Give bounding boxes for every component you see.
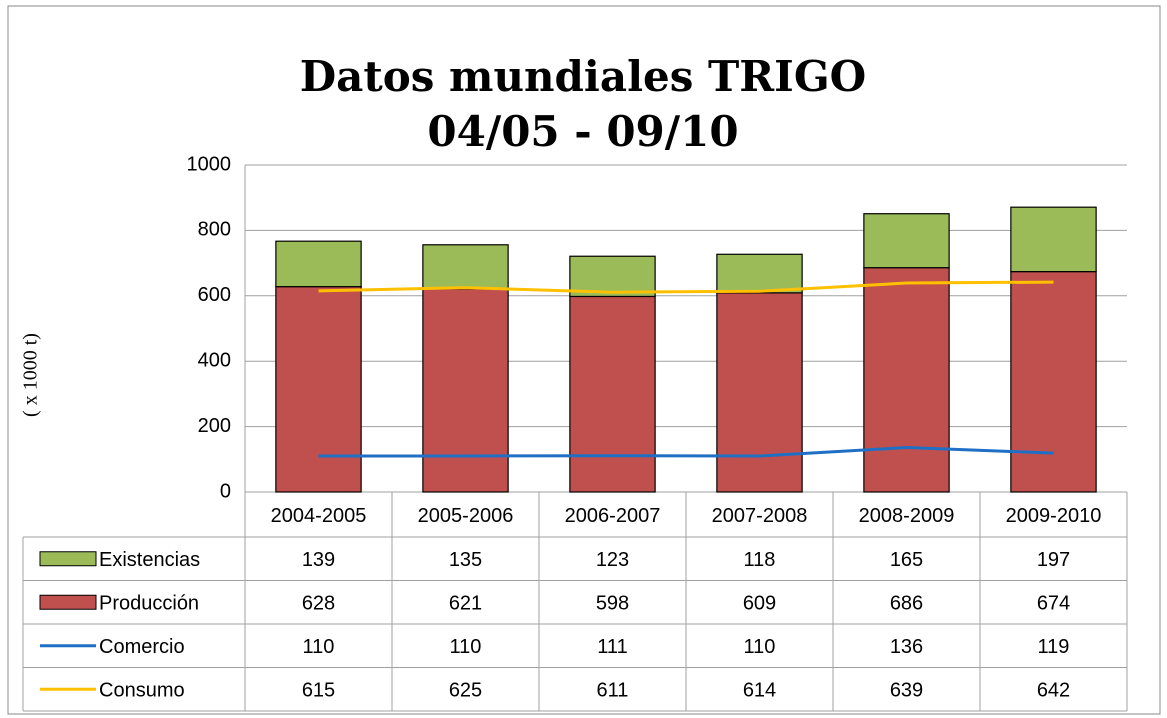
table-value: 110 bbox=[744, 636, 776, 658]
y-tick-label: 1000 bbox=[187, 153, 232, 175]
table-value: 139 bbox=[302, 549, 335, 571]
y-tick-label: 200 bbox=[198, 415, 231, 437]
bar bbox=[1010, 271, 1097, 493]
table-value: 598 bbox=[596, 593, 629, 615]
line bbox=[318, 280, 1054, 294]
bar bbox=[863, 267, 950, 493]
x-tick-label: 2009-2010 bbox=[1006, 505, 1102, 527]
x-tick-label: 2006-2007 bbox=[565, 505, 661, 527]
table-value: 628 bbox=[302, 593, 335, 615]
table-value: 674 bbox=[1037, 593, 1070, 615]
legend-key bbox=[39, 594, 97, 610]
table-value: 110 bbox=[303, 636, 335, 658]
bar bbox=[422, 288, 509, 493]
bar bbox=[716, 292, 803, 493]
table-value: 642 bbox=[1037, 680, 1070, 702]
table-value: 136 bbox=[890, 636, 923, 658]
legend-label: Consumo bbox=[99, 680, 185, 702]
bar bbox=[569, 295, 656, 493]
table-value: 609 bbox=[743, 593, 776, 615]
x-tick-label: 2008-2009 bbox=[859, 505, 955, 527]
y-tick-label: 400 bbox=[198, 349, 231, 371]
bar bbox=[422, 244, 509, 290]
line bbox=[318, 446, 1054, 458]
y-tick-label: 800 bbox=[198, 219, 231, 241]
legend-label: Producción bbox=[99, 593, 199, 615]
legend-label: Existencias bbox=[99, 549, 200, 571]
x-tick-label: 2004-2005 bbox=[271, 505, 367, 527]
y-axis-label: ( x 1000 t) bbox=[20, 333, 42, 417]
y-tick-label: 0 bbox=[220, 480, 231, 502]
table-value: 614 bbox=[743, 680, 776, 702]
table-value: 197 bbox=[1037, 549, 1070, 571]
bar bbox=[716, 253, 803, 294]
table-value: 686 bbox=[890, 593, 923, 615]
y-tick-label: 600 bbox=[198, 284, 231, 306]
bar bbox=[863, 213, 950, 269]
bar bbox=[275, 286, 362, 493]
table-value: 611 bbox=[597, 680, 629, 702]
legend-key bbox=[39, 551, 97, 567]
table-value: 165 bbox=[890, 549, 923, 571]
table-value: 625 bbox=[449, 680, 482, 702]
bar bbox=[569, 255, 656, 298]
table-value: 119 bbox=[1038, 636, 1070, 658]
table-value: 639 bbox=[890, 680, 923, 702]
table-value: 111 bbox=[597, 636, 627, 658]
bar bbox=[275, 240, 362, 288]
table-value: 123 bbox=[596, 549, 629, 571]
table-value: 118 bbox=[744, 549, 776, 571]
table-value: 621 bbox=[449, 593, 482, 615]
chart-subtitle: 04/05 - 09/10 bbox=[427, 107, 738, 156]
bar bbox=[1010, 206, 1097, 273]
x-tick-label: 2007-2008 bbox=[712, 505, 808, 527]
legend-label: Comercio bbox=[99, 636, 185, 658]
chart-title: Datos mundiales TRIGO bbox=[300, 52, 867, 101]
x-tick-label: 2005-2006 bbox=[418, 505, 514, 527]
table-value: 110 bbox=[450, 636, 482, 658]
table-value: 135 bbox=[449, 549, 482, 571]
table-value: 615 bbox=[302, 680, 335, 702]
